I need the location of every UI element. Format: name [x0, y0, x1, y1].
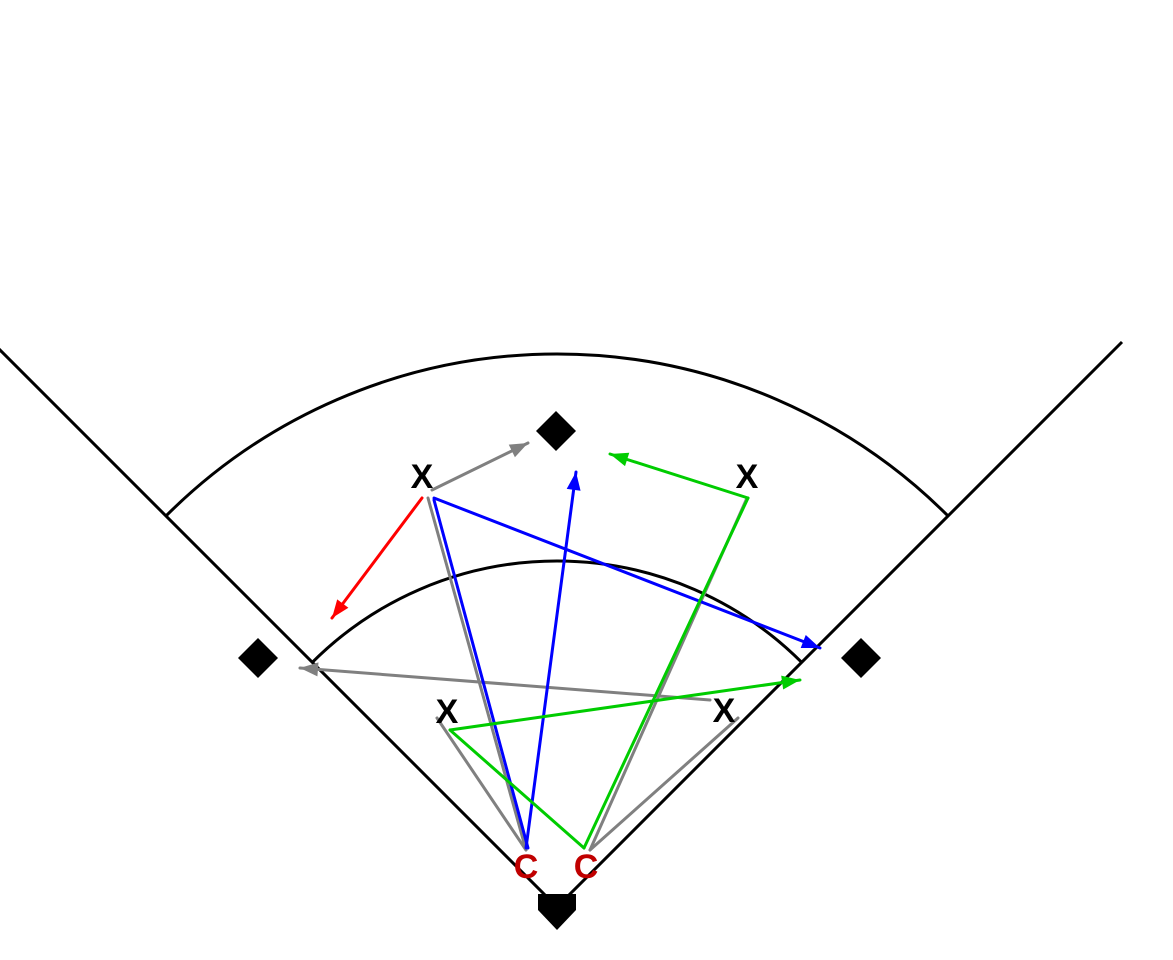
- green-xur-to-second: [610, 454, 748, 498]
- blue-cleft-to-xul: [434, 500, 528, 848]
- green-cright-to-xll: [450, 730, 584, 848]
- third-base: [238, 638, 278, 678]
- home-plate: [538, 894, 576, 930]
- foul-line-right: [557, 342, 1122, 907]
- red-xul-to-third: [332, 498, 422, 618]
- second-base: [536, 411, 576, 451]
- foul-line-left: [0, 342, 557, 907]
- green-cright-to-xur: [584, 498, 748, 848]
- label-c-right: C: [574, 848, 599, 886]
- field-diagram: X X X X CC: [0, 0, 1173, 960]
- green-xur-to-second-arrowhead: [610, 453, 629, 466]
- blue-cleft-to-second: [526, 472, 576, 848]
- gray-xul-to-second-arrowhead: [509, 443, 528, 457]
- label-x-upper-right: X: [736, 458, 759, 496]
- blue-xul-to-first: [434, 498, 820, 648]
- blue-xul-to-first-arrowhead: [801, 635, 820, 648]
- green-xll-to-first: [450, 680, 800, 730]
- label-c-left: C: [514, 848, 539, 886]
- label-x-upper-left: X: [411, 458, 434, 496]
- green-xll-to-first-arrowhead: [781, 676, 800, 690]
- first-base: [841, 638, 881, 678]
- gray-xul-to-cleft: [428, 498, 526, 850]
- label-x-lower-left: X: [436, 693, 459, 731]
- red-xul-to-third-arrowhead: [332, 599, 348, 618]
- label-x-lower-right: X: [713, 692, 736, 730]
- gray-xlr-to-third: [300, 668, 710, 700]
- blue-cleft-to-second-arrowhead: [567, 472, 581, 491]
- gray-cright-to-xlr: [590, 718, 738, 850]
